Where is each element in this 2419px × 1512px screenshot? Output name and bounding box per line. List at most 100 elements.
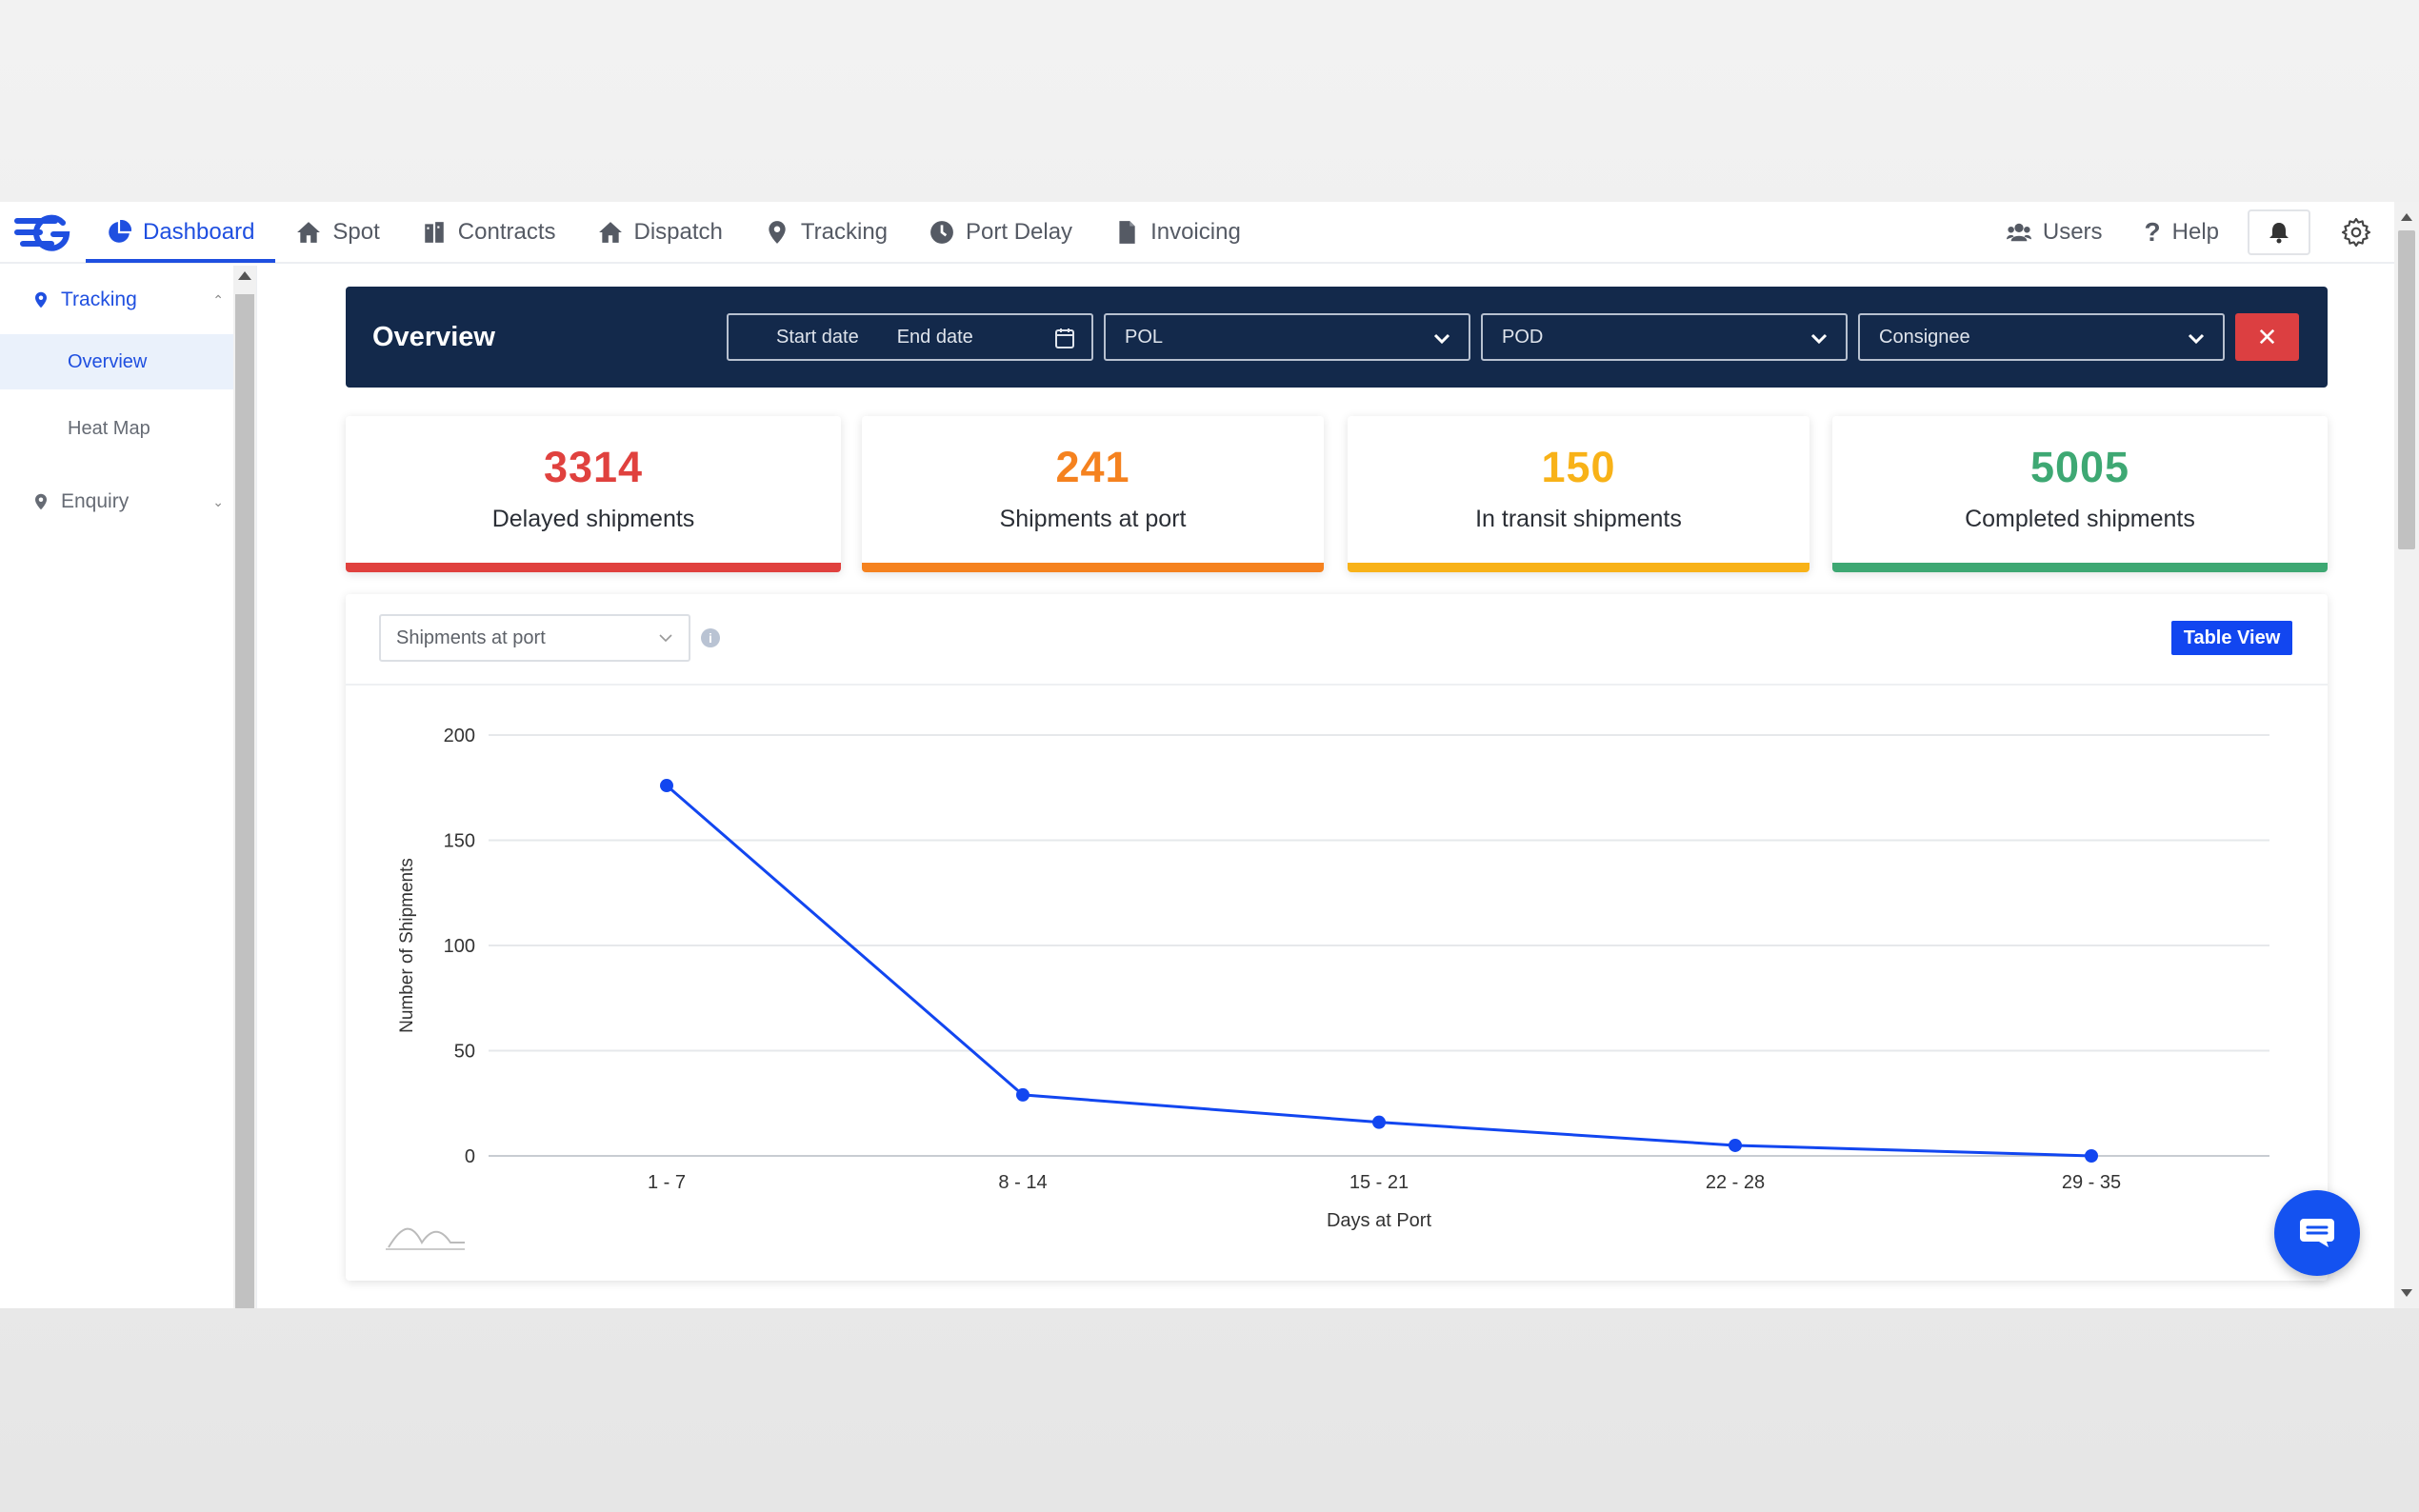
- map-pin-icon: [35, 493, 47, 510]
- stat-color-bar: [346, 563, 841, 572]
- x-tick-label: 22 - 28: [1706, 1172, 1765, 1193]
- overview-filter-bar: Overview Start date End date POL POD Con…: [346, 287, 2328, 388]
- sidebar-scrollbar-thumb[interactable]: [235, 294, 254, 1308]
- stat-color-bar: [862, 563, 1324, 572]
- sidebar-section-tracking[interactable]: Tracking ⌃: [0, 266, 256, 334]
- stat-color-bar: [1832, 563, 2328, 572]
- sidebar-item-overview[interactable]: Overview: [0, 334, 233, 389]
- nav-dashboard[interactable]: Dashboard: [86, 202, 276, 263]
- nav-invoicing[interactable]: Invoicing: [1093, 202, 1262, 263]
- sidebar-overview-label: Overview: [68, 350, 148, 372]
- scroll-up-arrow-icon[interactable]: [2401, 213, 2412, 221]
- data-point[interactable]: [2085, 1149, 2098, 1163]
- calendar-icon: [1055, 328, 1074, 348]
- chevron-down-icon: [1433, 333, 1450, 345]
- nav-spot[interactable]: Spot: [275, 202, 400, 263]
- stat-label: Completed shipments: [1965, 506, 2195, 532]
- end-date-input[interactable]: End date: [896, 326, 973, 348]
- pod-select[interactable]: POD: [1481, 313, 1848, 361]
- x-axis-label: Days at Port: [1327, 1210, 1431, 1231]
- logo-icon: [14, 214, 70, 251]
- nav-right-group: Users ? Help: [1986, 202, 2394, 263]
- info-icon[interactable]: i: [701, 628, 720, 647]
- x-tick-label: 15 - 21: [1349, 1172, 1409, 1193]
- nav-contracts-label: Contracts: [457, 218, 556, 245]
- stat-label: In transit shipments: [1475, 506, 1682, 532]
- pol-select[interactable]: POL: [1104, 313, 1470, 361]
- stat-value: 241: [1055, 443, 1130, 491]
- pie-chart-icon: [109, 219, 131, 243]
- y-tick-label: 50: [454, 1042, 475, 1063]
- pol-select-label: POL: [1125, 326, 1164, 348]
- y-axis-label: Number of Shipments: [397, 858, 417, 1033]
- chart-panel: Shipments at port i Table View 0 50 100 150…: [346, 594, 2328, 1281]
- sidebar-enquiry-label: Enquiry: [61, 490, 130, 512]
- data-point[interactable]: [1729, 1138, 1742, 1152]
- sidebar-scrollbar[interactable]: [233, 266, 256, 1308]
- chart-metric-label: Shipments at port: [396, 627, 546, 648]
- sidebar: Tracking ⌃ Overview Heat Map Enquiry ⌄: [0, 266, 257, 1308]
- nav-tracking[interactable]: Tracking: [744, 202, 909, 263]
- brand-logo[interactable]: [0, 202, 86, 263]
- chevron-down-icon: [659, 634, 672, 643]
- x-tick-label: 1 - 7: [648, 1172, 686, 1193]
- map-pin-icon: [769, 220, 786, 244]
- scroll-down-arrow-icon[interactable]: [2401, 1289, 2412, 1297]
- y-tick-label: 200: [444, 726, 475, 746]
- table-view-button[interactable]: Table View: [2171, 621, 2292, 655]
- home-icon: [598, 221, 622, 243]
- stat-value: 5005: [2029, 443, 2130, 491]
- stat-card-in-transit[interactable]: 150 In transit shipments: [1348, 416, 1809, 572]
- date-range-picker[interactable]: Start date End date: [727, 313, 1093, 361]
- notifications-button[interactable]: [2248, 209, 2310, 255]
- chart-metric-select[interactable]: Shipments at port: [379, 614, 690, 662]
- chevron-up-icon: ⌃: [212, 292, 224, 308]
- nav-dispatch[interactable]: Dispatch: [577, 202, 744, 263]
- nav-users[interactable]: Users: [1986, 202, 2124, 263]
- nav-dashboard-label: Dashboard: [143, 218, 255, 245]
- stat-card-delayed[interactable]: 3314 Delayed shipments: [346, 416, 841, 572]
- y-tick-label: 0: [465, 1146, 475, 1167]
- nav-invoicing-label: Invoicing: [1150, 218, 1241, 245]
- gear-icon: [2341, 217, 2371, 247]
- chevron-down-icon: ⌄: [212, 494, 224, 509]
- data-point[interactable]: [1016, 1087, 1030, 1102]
- clear-filters-button[interactable]: ✕: [2235, 313, 2299, 361]
- line-chart: 0 50 100 150 200 1 - 7 8 - 14 15 - 21 22 - 28 29…: [386, 726, 2269, 1250]
- chart-y-ticks: 0 50 100 150 200: [444, 726, 475, 1167]
- nav-contracts[interactable]: Contracts: [401, 202, 577, 263]
- sidebar-section-enquiry[interactable]: Enquiry ⌄: [0, 468, 256, 536]
- pod-select-label: POD: [1502, 326, 1544, 348]
- nav-tracking-label: Tracking: [800, 218, 889, 245]
- stat-card-at-port[interactable]: 241 Shipments at port: [862, 416, 1324, 572]
- stat-label: Delayed shipments: [491, 506, 695, 532]
- chevron-down-icon: [2188, 333, 2205, 345]
- start-date-input[interactable]: Start date: [776, 326, 859, 348]
- data-point[interactable]: [1372, 1115, 1386, 1129]
- page-title: Overview: [372, 321, 495, 352]
- sidebar-item-heat-map[interactable]: Heat Map: [0, 401, 233, 456]
- home-icon: [297, 221, 321, 243]
- users-icon: [2006, 223, 2031, 241]
- top-nav: Dashboard Spot Contracts Dispatch Tracki…: [0, 202, 2394, 264]
- chart-x-ticks: 1 - 7 8 - 14 15 - 21 22 - 28 29 - 35: [648, 1172, 2121, 1193]
- main-scrollbar-thumb[interactable]: [2398, 230, 2415, 549]
- nav-help-label: Help: [2171, 218, 2219, 245]
- scroll-up-arrow-icon[interactable]: [238, 271, 251, 280]
- settings-button[interactable]: [2328, 204, 2385, 261]
- sidebar-tracking-label: Tracking: [61, 288, 137, 310]
- stat-card-completed[interactable]: 5005 Completed shipments: [1832, 416, 2328, 572]
- chart-header: Shipments at port i Table View: [346, 594, 2328, 686]
- chat-button[interactable]: [2274, 1190, 2360, 1276]
- consignee-select[interactable]: Consignee: [1858, 313, 2225, 361]
- question-icon: ?: [2144, 216, 2161, 247]
- clock-icon: [930, 220, 953, 244]
- x-tick-label: 8 - 14: [998, 1172, 1047, 1193]
- main-scrollbar[interactable]: [2394, 202, 2419, 1308]
- data-point[interactable]: [660, 779, 673, 793]
- stat-label: Shipments at port: [999, 506, 1187, 532]
- nav-help[interactable]: ? Help: [2124, 202, 2240, 263]
- sidebar-heatmap-label: Heat Map: [68, 417, 150, 439]
- chart-gridlines: [489, 734, 2269, 1157]
- nav-port-delay[interactable]: Port Delay: [909, 202, 1093, 263]
